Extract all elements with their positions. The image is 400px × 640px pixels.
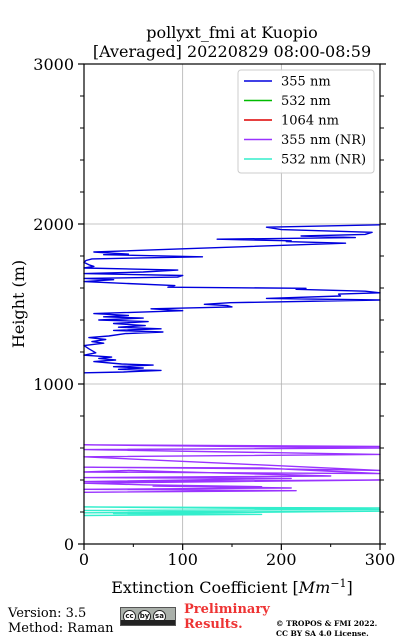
version-text: Version: 3.5 [8, 606, 87, 621]
y-tick-label: 3000 [33, 55, 74, 74]
y-axis-label: Height (m) [9, 260, 28, 348]
copyright-note: © TROPOS & FMI 2022. CC BY SA 4.0 Licens… [276, 619, 377, 639]
x-tick-label: 100 [167, 550, 198, 569]
series-lines [83, 224, 381, 517]
legend-box [237, 69, 375, 174]
series-line-3 [83, 444, 381, 493]
y-tick-label: 2000 [33, 215, 74, 234]
y-tick-label: 0 [64, 535, 74, 554]
y-tick-label: 1000 [33, 375, 74, 394]
extinction-profile-chart: pollyxt_fmi at Kuopio [Averaged] 2022082… [9, 23, 395, 597]
preliminary-line2: Results. [184, 617, 243, 632]
legend-label-3: 355 nm (NR) [281, 133, 366, 148]
footer-info: Version: 3.5 Method: Raman [8, 606, 114, 636]
preliminary-results-note: Preliminary Results. [184, 602, 270, 632]
series-line-4 [83, 506, 381, 517]
legend: 355 nm 532 nm 1064 nm 355 nm (NR) 532 nm (NR… [237, 69, 375, 174]
chart-title-line2: [Averaged] 20220829 08:00-08:59 [93, 42, 371, 61]
legend-label-0: 355 nm [281, 75, 331, 90]
x-axis-label: Extinction Coefficient [Mm−1] [111, 577, 353, 597]
chart-title-line1: pollyxt_fmi at Kuopio [146, 23, 317, 42]
x-tick-label: 300 [365, 550, 396, 569]
method-text: Method: Raman [8, 621, 114, 636]
copyright-line2: CC BY SA 4.0 License. [276, 629, 369, 638]
x-tick-label: 0 [79, 550, 89, 569]
cc-license-badge: cc by sa [120, 607, 176, 626]
preliminary-line1: Preliminary [184, 602, 270, 617]
legend-label-4: 532 nm (NR) [281, 153, 366, 168]
legend-label-1: 532 nm [281, 94, 331, 109]
x-tick-label: 200 [266, 550, 297, 569]
copyright-line1: © TROPOS & FMI 2022. [276, 619, 378, 628]
series-line-0 [83, 224, 381, 374]
legend-label-2: 1064 nm [281, 114, 339, 129]
